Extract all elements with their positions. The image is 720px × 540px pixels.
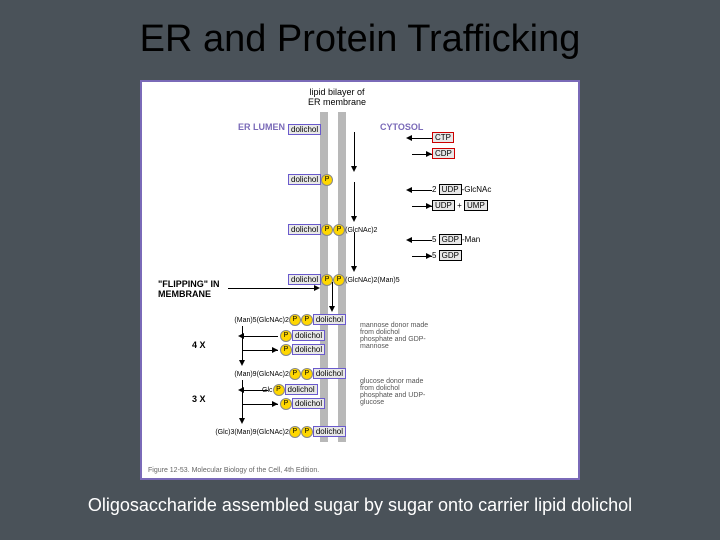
p-donor-L1a: P <box>273 384 285 396</box>
dolichol-step-L0: (Man)5(GlcNAc)2PPdolichol <box>188 314 346 326</box>
plus-sign: + <box>455 201 464 210</box>
arrow-donor-L0b <box>272 347 278 353</box>
dolichol-step-L1: (Man)9(GlcNAc)2PPdolichol <box>188 368 346 380</box>
p-donor-L0a: P <box>280 330 292 342</box>
dolichol-donor-L0b: dolichol <box>292 344 325 355</box>
dolichol-step-1: dolicholP <box>288 174 333 186</box>
dolichol-donor-L1b: dolichol <box>292 398 325 409</box>
dolichol-box-L2: dolichol <box>313 426 346 437</box>
dolichol-step-3: dolicholPP(GlcNAc)2(Man)5 <box>288 274 400 286</box>
arrow-down-0 <box>351 166 357 172</box>
multiplier-3x: 3 X <box>192 394 206 404</box>
gdp-man-in: 5 GDP-Man <box>432 234 480 245</box>
dolichol-box-L1: dolichol <box>313 368 346 379</box>
arrow-gdp-out <box>426 253 432 259</box>
donor-line-L1a <box>242 390 268 391</box>
p-donor-L0b: P <box>280 344 292 356</box>
arrow-down-1 <box>351 216 357 222</box>
slide-title: ER and Protein Trafficking <box>0 0 720 61</box>
arrow-udp-in <box>406 187 412 193</box>
slide-caption: Oligosaccharide assembled sugar by sugar… <box>0 495 720 516</box>
arrow-down-L1 <box>239 418 245 424</box>
p-circle-L2a: P <box>289 426 301 438</box>
glcnac-suffix: -GlcNAc <box>462 185 492 194</box>
p-donor-L1b: P <box>280 398 292 410</box>
dolichol-box-L0: dolichol <box>313 314 346 325</box>
vline-2 <box>354 232 355 268</box>
dolichol-box: dolichol <box>288 124 321 135</box>
p-circle-L1a: P <box>289 368 301 380</box>
chain-L2: (Glc)3(Man)9(GlcNAc)2 <box>215 429 289 436</box>
figure-container: lipid bilayer of ER membrane ER LUMEN CY… <box>140 80 580 480</box>
chain-3: (GlcNAc)2(Man)5 <box>345 277 399 284</box>
vline-L0 <box>242 326 243 362</box>
donor-L1-row1: GlcPdolichol <box>262 384 318 396</box>
donor-line-L0a <box>242 336 278 337</box>
arrow-donor-L0a <box>238 333 244 339</box>
vline-0 <box>354 132 355 168</box>
prefix-2: 2 <box>432 185 439 194</box>
arrow-cdp <box>426 151 432 157</box>
arrow-down-flip <box>329 306 335 312</box>
dolichol-box-3: dolichol <box>288 274 321 285</box>
arrow-ctp <box>406 135 412 141</box>
arrow-donor-L1b <box>272 401 278 407</box>
reaction-line-0a <box>412 138 432 139</box>
dolichol-step-2: dolicholPP(GlcNAc)2 <box>288 224 377 236</box>
p-circle-3b: P <box>333 274 345 286</box>
er-lumen-label: ER LUMEN <box>238 122 285 132</box>
p-circle-2b: P <box>333 224 345 236</box>
prefix-5a: 5 <box>432 235 439 244</box>
udp-glcnac-in: 2 UDP-GlcNAc <box>432 184 491 195</box>
dolichol-step-0: dolichol <box>288 124 321 135</box>
dolichol-box-1: dolichol <box>288 174 321 185</box>
vline-1 <box>354 182 355 218</box>
membrane-label: lipid bilayer of ER membrane <box>302 88 372 108</box>
dolichol-step-L2: (Glc)3(Man)9(GlcNAc)2PPdolichol <box>162 426 346 438</box>
donor-L1-row2: Pdolichol <box>280 398 325 410</box>
dolichol-donor-L0a: dolichol <box>292 330 325 341</box>
donor-L0-row1: Pdolichol <box>280 330 325 342</box>
reaction-line-1a <box>412 190 432 191</box>
vline-L1 <box>242 380 243 420</box>
chain-2: (GlcNAc)2 <box>345 227 377 234</box>
dolichol-box-2: dolichol <box>288 224 321 235</box>
udp-ump-out: UDP + UMP <box>432 200 488 211</box>
p-circle-L0b: P <box>301 314 313 326</box>
membrane-label-text: lipid bilayer of ER membrane <box>308 87 366 107</box>
mannose-donor-note: mannose donor made from dolichol phospha… <box>360 322 450 350</box>
arrow-donor-L1a <box>238 387 244 393</box>
arrow-gdp-in <box>406 237 412 243</box>
chain-L1: (Man)9(GlcNAc)2 <box>234 371 288 378</box>
ctp-in: CTP <box>432 132 454 143</box>
man-suffix: -Man <box>462 235 480 244</box>
vline-flip <box>332 282 333 308</box>
arrow-udp-out <box>426 203 432 209</box>
cdp-out: CDP <box>432 148 455 159</box>
flipping-label: "FLIPPING" IN MEMBRANE <box>158 280 220 300</box>
chain-L0: (Man)5(GlcNAc)2 <box>234 317 288 324</box>
flip-arrow <box>314 285 320 291</box>
dolichol-donor-L1a: dolichol <box>285 384 318 395</box>
arrow-down-2 <box>351 266 357 272</box>
figure-credit: Figure 12-53. Molecular Biology of the C… <box>148 467 319 474</box>
cytosol-label: CYTOSOL <box>380 122 423 132</box>
arrow-down-L0 <box>239 360 245 366</box>
flip-line <box>228 288 316 289</box>
p-circle-L2b: P <box>301 426 313 438</box>
reaction-line-2a <box>412 240 432 241</box>
gdp-out: 5 GDP <box>432 250 462 261</box>
p-circle: P <box>321 174 333 186</box>
donor-L0-row2: Pdolichol <box>280 344 325 356</box>
prefix-5b: 5 <box>432 251 439 260</box>
p-circle-2a: P <box>321 224 333 236</box>
p-circle-L1b: P <box>301 368 313 380</box>
multiplier-4x: 4 X <box>192 340 206 350</box>
p-circle-L0a: P <box>289 314 301 326</box>
glucose-donor-note: glucose donor made from dolichol phospha… <box>360 378 450 406</box>
